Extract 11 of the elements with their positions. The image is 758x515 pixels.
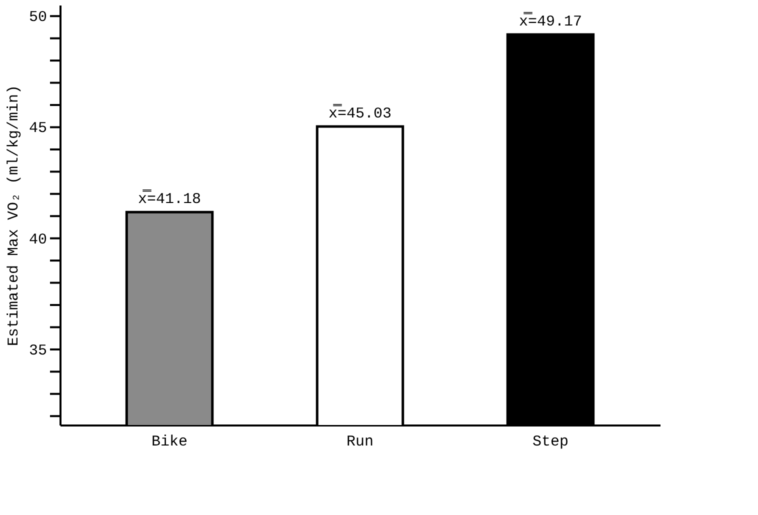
- data-label: x̿=41.18: [138, 189, 202, 208]
- y-tick-label: 40: [28, 231, 47, 248]
- data-label: x̿=49.17: [518, 12, 582, 31]
- x-tick-label: Run: [346, 434, 374, 450]
- x-tick-label: Step: [532, 434, 568, 450]
- y-tick-label: 35: [28, 342, 47, 360]
- y-axis-title: Estimated Max VO₂ (ml/kg/min): [6, 84, 22, 346]
- y-tick-label: 50: [28, 9, 47, 26]
- y-tick-label: 45: [28, 120, 47, 138]
- data-label: x̿=45.03: [328, 104, 392, 123]
- x-tick-label: Bike: [152, 434, 188, 450]
